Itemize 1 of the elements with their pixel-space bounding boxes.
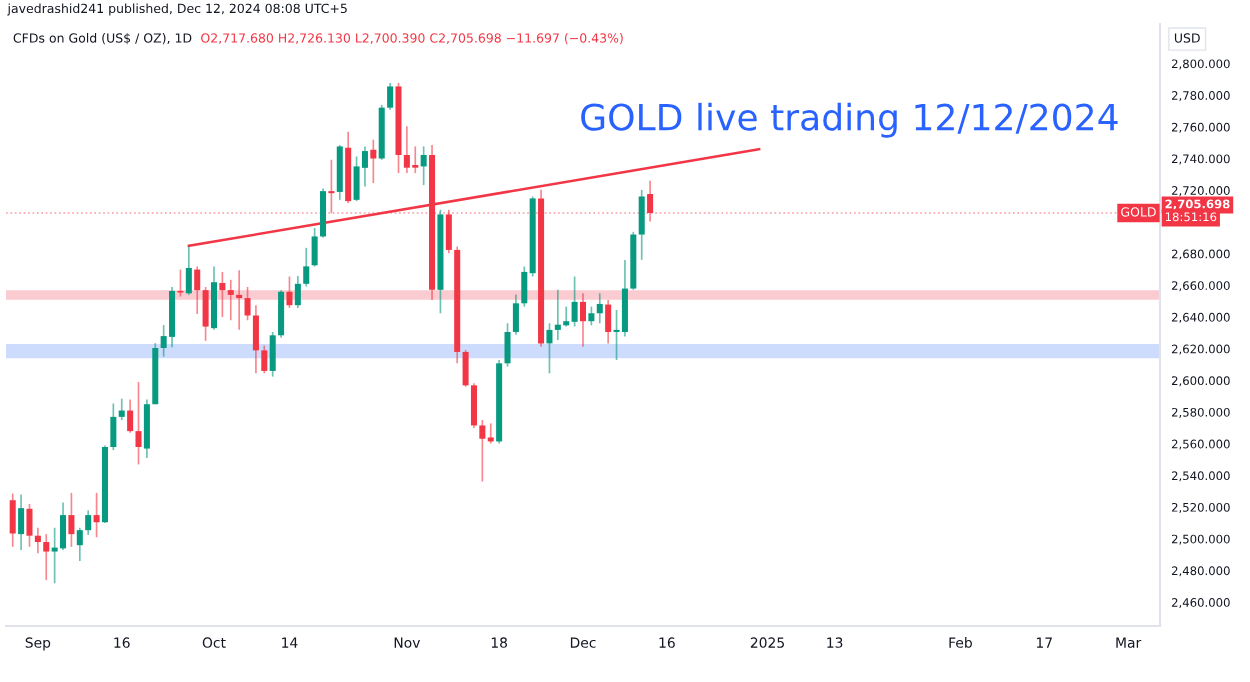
text: GOLD live trading 12/12/2024 [581, 102, 1118, 138]
